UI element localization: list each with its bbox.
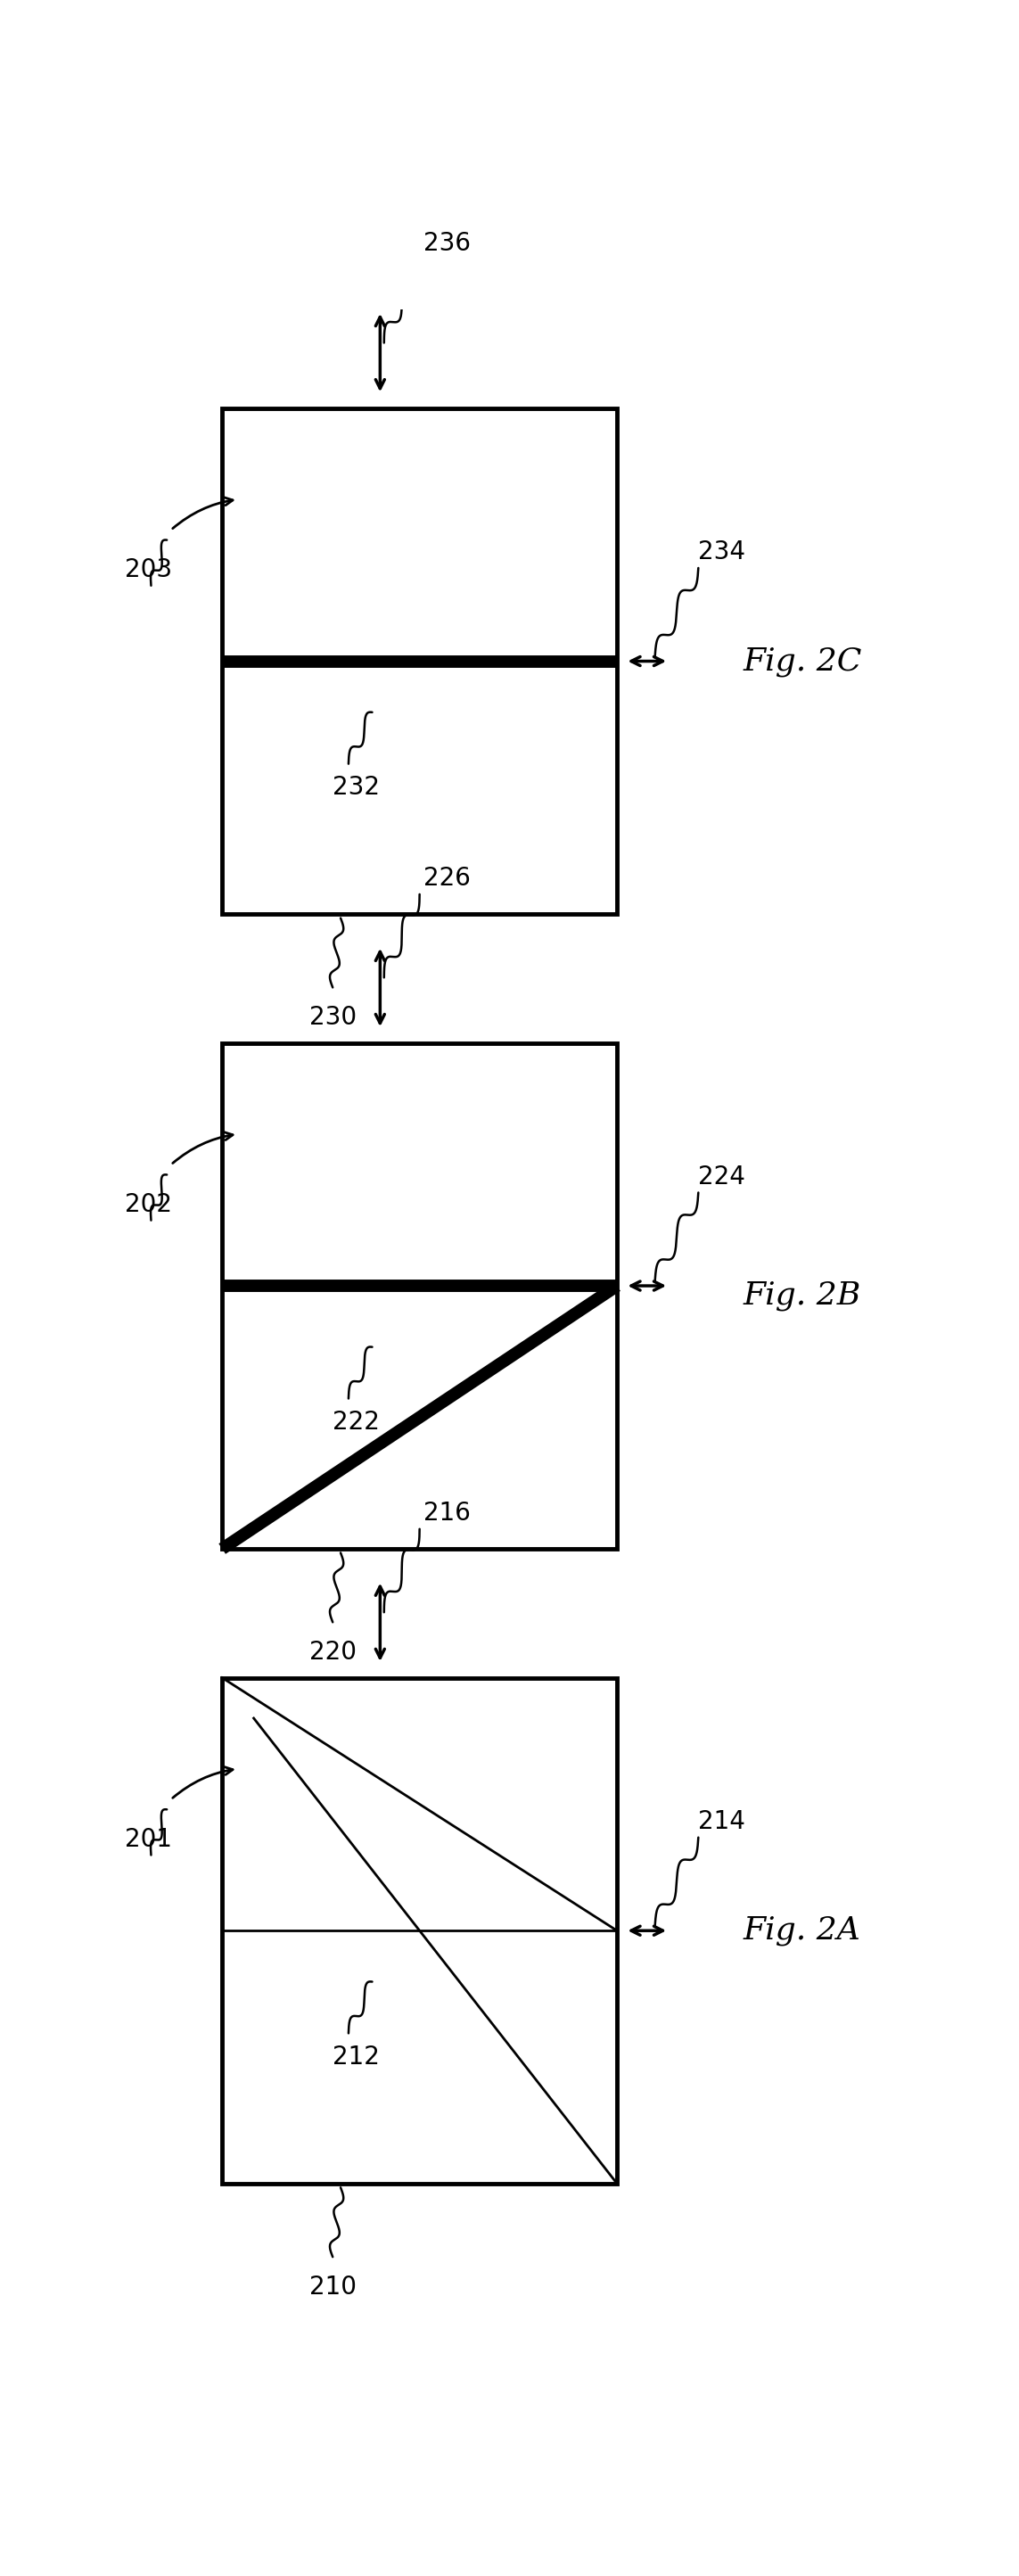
Text: 232: 232 — [332, 775, 380, 801]
Text: 216: 216 — [424, 1502, 471, 1525]
Text: 220: 220 — [309, 1641, 357, 1664]
Text: Fig. 2A: Fig. 2A — [744, 1917, 861, 1945]
Text: Fig. 2C: Fig. 2C — [744, 647, 862, 677]
Text: 226: 226 — [424, 866, 471, 891]
Text: 224: 224 — [698, 1164, 746, 1190]
Text: 202: 202 — [125, 1193, 172, 1216]
Text: 210: 210 — [309, 2275, 357, 2300]
Text: 203: 203 — [125, 556, 172, 582]
Text: 212: 212 — [332, 2045, 380, 2069]
Text: 201: 201 — [125, 1826, 172, 1852]
Text: 230: 230 — [309, 1005, 357, 1030]
Bar — [222, 1677, 618, 2184]
Text: 214: 214 — [698, 1808, 746, 1834]
Text: 234: 234 — [698, 538, 746, 564]
Bar — [222, 1043, 618, 1548]
Bar — [222, 407, 618, 914]
Text: 236: 236 — [424, 232, 471, 255]
Text: 222: 222 — [332, 1409, 380, 1435]
Text: Fig. 2B: Fig. 2B — [744, 1280, 861, 1311]
